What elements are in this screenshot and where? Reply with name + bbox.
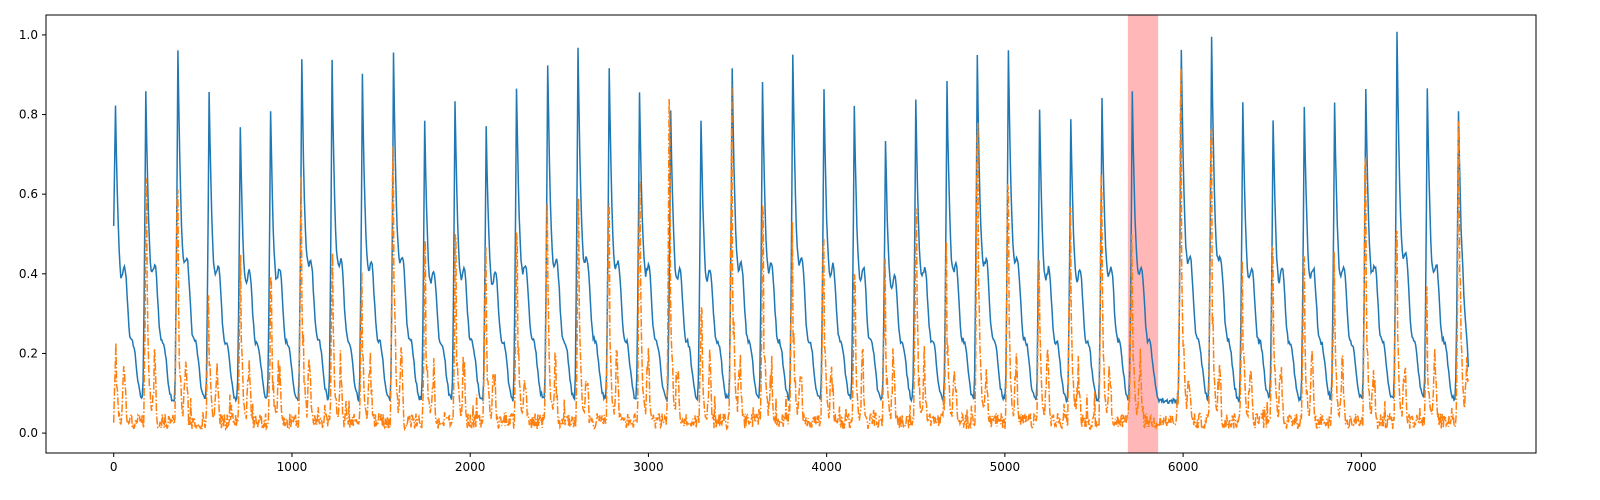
plot-frame bbox=[45, 14, 1537, 454]
x-tick-label: 3000 bbox=[633, 460, 664, 474]
x-tick-label: 4000 bbox=[811, 460, 842, 474]
y-tick-label: 0.0 bbox=[19, 426, 38, 440]
highlight-span-layer bbox=[1127, 15, 1159, 453]
y-axis: 0.0 0.2 0.4 0.6 0.8 1.0 bbox=[19, 28, 46, 440]
series-line-orange bbox=[112, 68, 1470, 432]
highlight-span bbox=[1127, 15, 1159, 453]
x-axis: 0 1000 2000 3000 4000 5000 6000 7000 bbox=[110, 453, 1377, 474]
x-tick-label: 2000 bbox=[455, 460, 486, 474]
x-tick-label: 7000 bbox=[1346, 460, 1377, 474]
y-tick-label: 0.8 bbox=[19, 108, 38, 122]
y-tick-label: 0.4 bbox=[19, 267, 38, 281]
x-tick-label: 0 bbox=[110, 460, 118, 474]
y-tick-label: 0.6 bbox=[19, 187, 38, 201]
series-layer bbox=[112, 31, 1470, 432]
x-tick-label: 5000 bbox=[990, 460, 1021, 474]
x-tick-label: 1000 bbox=[277, 460, 308, 474]
y-tick-label: 0.2 bbox=[19, 346, 38, 360]
y-tick-label: 1.0 bbox=[19, 28, 38, 42]
x-tick-label: 6000 bbox=[1168, 460, 1199, 474]
